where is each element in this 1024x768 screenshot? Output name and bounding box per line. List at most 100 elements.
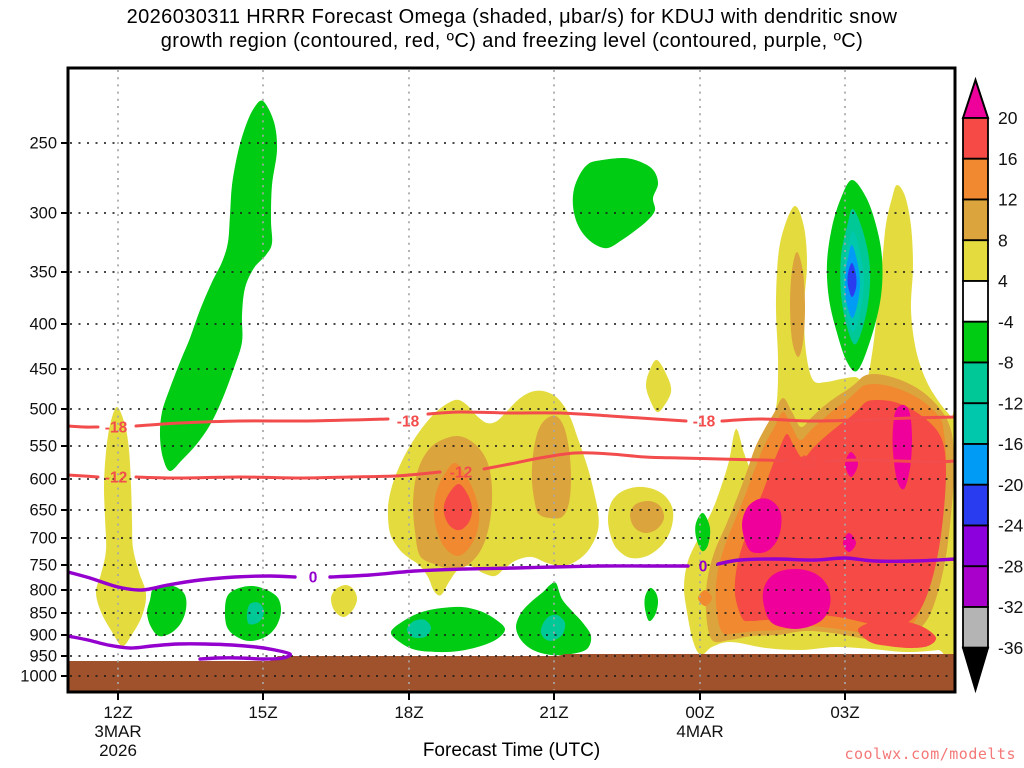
omega-region->+20 <box>892 404 912 490</box>
x-tick-label: 21Z <box>539 703 568 722</box>
y-tick-label: 600 <box>29 471 57 489</box>
x-tick-date-label: 2026 <box>99 741 137 760</box>
x-tick-label: 03Z <box>830 703 859 722</box>
omega-region-+4..+8 <box>645 359 672 413</box>
contour-label--12C: -12 <box>450 465 472 482</box>
x-tick-label: 15Z <box>248 703 277 722</box>
colorbar-label: 8 <box>998 230 1008 250</box>
colorbar-segment <box>962 606 989 649</box>
colorbar-label: -36 <box>998 638 1023 658</box>
colorbar-segment <box>962 157 989 201</box>
y-tick-label: 950 <box>29 648 57 666</box>
contour--18C <box>68 424 100 429</box>
omega-region-+12..+16 <box>698 590 712 606</box>
colorbar-segment <box>962 239 989 282</box>
omega-region--4..-8 <box>390 606 506 653</box>
omega-region-+8..+12 <box>790 251 805 358</box>
chart-title: 2026030311 HRRR Forecast Omega (shaded, … <box>0 5 1024 53</box>
colorbar-label: -32 <box>998 597 1023 617</box>
colorbar-label: 16 <box>998 149 1017 169</box>
colorbar-segment <box>962 483 989 527</box>
contour-0C <box>68 634 292 661</box>
y-tick-label: 250 <box>29 135 57 153</box>
y-tick-label: 500 <box>29 401 57 419</box>
omega-region-+16..+20 <box>443 483 473 531</box>
colorbar-segment <box>962 117 989 160</box>
contour-label-0C: 0 <box>309 570 318 587</box>
omega-region--8..-12 <box>406 619 431 639</box>
y-tick-label: 650 <box>29 502 57 520</box>
omega-region-+4..+8 <box>330 584 358 618</box>
contour-label--18C: -18 <box>693 414 716 431</box>
colorbar-label: -12 <box>998 393 1023 413</box>
colorbar: 20 16 12 8 4 -4 -8 -12 -16 -20 -24 -28 -32 -36 <box>961 76 1024 694</box>
colorbar-label: -20 <box>998 475 1024 495</box>
omega-region->+20 <box>741 498 782 554</box>
y-tick-label: 350 <box>29 264 57 282</box>
colorbar-label: -4 <box>998 312 1014 332</box>
omega-region--4..-8 <box>695 512 711 552</box>
contour--12C <box>68 473 100 479</box>
contour--18C <box>720 415 955 423</box>
contour-0C <box>716 556 955 566</box>
contour--18C <box>426 410 688 423</box>
colorbar-label: -24 <box>998 516 1024 536</box>
colorbar-label: 20 <box>998 108 1018 128</box>
plot-frame <box>66 66 957 694</box>
y-tick-label: 400 <box>29 316 57 334</box>
axes: 250 300 350 400 450 500 550 600 650 700 750 800 850 9… <box>20 135 859 761</box>
y-tick-label: 1000 <box>20 668 57 686</box>
chart-title-line1: 2026030311 HRRR Forecast Omega (shaded, … <box>126 6 898 28</box>
colorbar-label: -16 <box>998 434 1023 454</box>
x-tick-label: 12Z <box>103 703 132 722</box>
colorbar-over-arrow <box>961 76 990 119</box>
gridlines <box>70 70 953 690</box>
colorbar-segment <box>962 280 989 323</box>
colorbar-segment <box>962 361 989 405</box>
y-tick-label: 750 <box>29 557 57 575</box>
omega-region-+8..+12 <box>531 415 571 519</box>
omega-region-+8..+12 <box>629 500 665 534</box>
y-tick-label: 900 <box>29 627 57 645</box>
omega-region->+20 <box>845 452 858 477</box>
colorbar-segment <box>962 565 989 608</box>
colorbar-label: 12 <box>998 190 1017 210</box>
plot-area: -18 -18 -18 -12 -12 -12 0 0 <box>68 70 955 691</box>
colorbar-segment <box>962 320 989 364</box>
colorbar-label: -28 <box>998 556 1023 576</box>
contour-label--12C: -12 <box>105 470 127 487</box>
omega-region-low-level-subsidence-band-12Z <box>96 407 147 647</box>
colorbar-label: 4 <box>998 271 1008 291</box>
omega-region--4..-8 <box>146 584 187 637</box>
terrain-fill <box>68 654 955 691</box>
omega-region-upper-ascent-band-13Z-16Z <box>159 100 278 472</box>
x-tick-label: 18Z <box>394 703 423 722</box>
x-tick-date-label: 4MAR <box>676 722 723 741</box>
chart-title-line2: growth region (contoured, red, ºC) and f… <box>160 30 864 52</box>
omega-region--20..-24 <box>847 262 857 298</box>
contour-label--12C: -12 <box>795 454 817 471</box>
colorbar-segment <box>962 443 989 486</box>
watermark-link[interactable]: coolwx.com/modelts <box>844 745 1016 763</box>
x-tick-label: 00Z <box>685 703 714 722</box>
colorbar-segment <box>962 524 989 568</box>
contour--12C <box>134 470 442 480</box>
x-tick-date-label: 3MAR <box>94 722 141 741</box>
contour-label--18C: -18 <box>397 414 420 431</box>
y-tick-label: 800 <box>29 582 57 600</box>
contour--12C <box>824 458 955 464</box>
contour-0C <box>328 564 690 579</box>
colorbar-under-arrow <box>961 646 990 694</box>
omega-region-upper-ascent-blob-21Z <box>572 157 659 249</box>
colorbar-label: -8 <box>998 353 1014 373</box>
colorbar-segment <box>962 198 989 242</box>
omega-region-+16..+20 <box>857 620 937 648</box>
omega-region--4..-8 <box>644 587 659 622</box>
contour-label--18C: -18 <box>105 420 128 437</box>
omega-region->+20 <box>762 568 831 629</box>
contour-0C <box>68 570 297 592</box>
x-axis-title: Forecast Time (UTC) <box>422 740 601 761</box>
y-tick-label: 300 <box>29 205 57 223</box>
